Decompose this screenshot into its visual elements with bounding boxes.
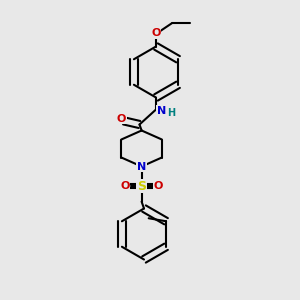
Text: N: N (157, 106, 166, 116)
Text: N: N (137, 161, 146, 172)
Text: H: H (167, 107, 175, 118)
Text: O: O (120, 181, 130, 191)
Text: O: O (151, 28, 161, 38)
Text: O: O (153, 181, 163, 191)
Text: S: S (137, 179, 146, 193)
Text: O: O (117, 113, 126, 124)
